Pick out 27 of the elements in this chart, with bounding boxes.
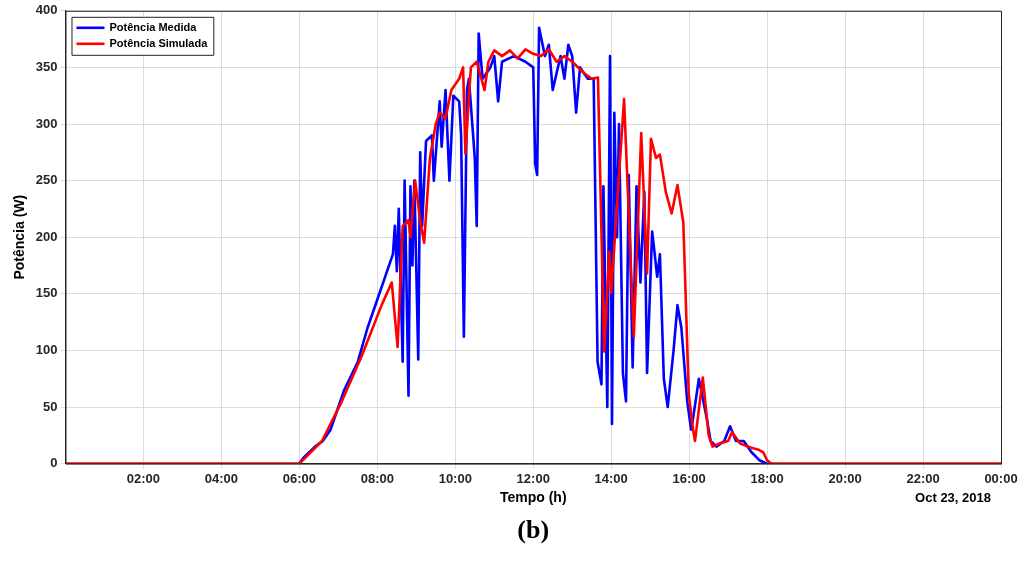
x-tick-label: 02:00	[126, 470, 161, 486]
x-tick-label: 18:00	[750, 470, 784, 486]
x-tick-label: 10:00	[438, 470, 472, 486]
x-tick-label: 14:00	[594, 470, 628, 486]
x-tick-label: 22:00	[906, 470, 940, 486]
text: (b)	[517, 515, 550, 545]
x-tick-label: 00:00	[984, 470, 1018, 486]
legend-label: Potência Medida	[109, 20, 198, 33]
legend-label: Potência Simulada	[109, 36, 209, 49]
y-axis-title: Potência (W)	[11, 194, 28, 280]
text: Oct 23, 2018	[915, 490, 991, 506]
x-tick-label: 16:00	[672, 470, 706, 486]
y-tick-label: 300	[35, 115, 58, 131]
y-tick-label: 200	[35, 228, 58, 244]
y-tick-label: 400	[35, 2, 58, 18]
y-tick-label: 0	[50, 455, 58, 471]
y-tick-label: 350	[35, 58, 58, 74]
x-tick-label: 08:00	[360, 470, 394, 486]
x-tick-label: 06:00	[282, 470, 316, 486]
y-tick-label: 50	[43, 398, 58, 414]
y-tick-label: 250	[35, 172, 58, 188]
x-tick-label: 20:00	[828, 470, 862, 486]
x-axis-title: Tempo (h)	[499, 489, 567, 506]
x-tick-label: 12:00	[516, 470, 550, 486]
y-tick-label: 100	[35, 341, 58, 357]
x-tick-label: 04:00	[204, 470, 239, 486]
y-tick-label: 150	[35, 285, 58, 301]
